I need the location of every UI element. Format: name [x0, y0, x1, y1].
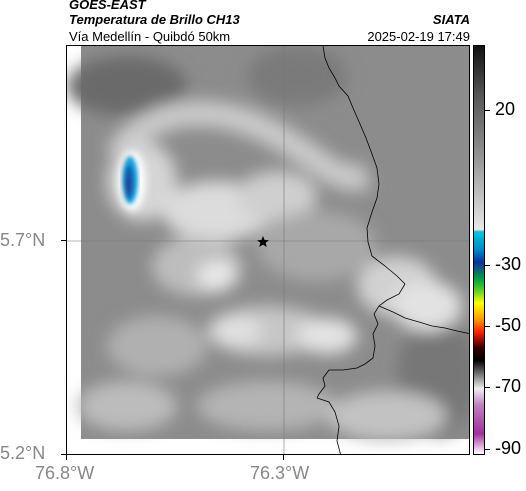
y-tick-label-1: 5.7°N [0, 230, 46, 250]
y-tick-label-2: 5.2°N [0, 443, 46, 463]
cbar-label-3: -50 [495, 315, 522, 335]
cbar-tick-5 [485, 449, 490, 450]
border-line-north [322, 46, 406, 285]
cbar-label-2: -30 [495, 254, 522, 274]
cbar-tick-4 [485, 387, 490, 388]
x-tick-mark-1 [66, 455, 67, 460]
cbar-tick-1 [485, 110, 490, 111]
cbar-label-5: -90 [495, 438, 522, 458]
nodata-bottom [67, 439, 469, 454]
cbar-label-1: 20 [495, 99, 516, 119]
border-line-south [316, 283, 406, 399]
product-title: Temperatura de Brillo CH13 [69, 12, 240, 27]
star-icon [257, 236, 269, 247]
cloud-field [67, 46, 469, 441]
border-line-southeast [316, 397, 341, 454]
y-tick-mark-1 [61, 240, 66, 241]
x-tick-label-1: 76.8°W [35, 463, 95, 483]
x-tick-mark-2 [283, 455, 284, 460]
cbar-tick-3 [485, 326, 490, 327]
satellite-title: GOES-EAST [69, 0, 146, 12]
datetime-label: 2025-02-19 17:49 [367, 29, 470, 44]
cbar-tick-2 [485, 265, 490, 266]
satellite-image [67, 46, 469, 454]
cbar-label-4: -70 [495, 376, 522, 396]
colorbar [473, 45, 485, 455]
nodata-left [67, 46, 81, 454]
region-subtitle: Vía Medellín - Quibdó 50km [69, 29, 231, 44]
border-line-east [378, 305, 469, 334]
map-panel [66, 45, 470, 455]
y-tick-mark-2 [61, 454, 66, 455]
brand-label: SIATA [432, 12, 470, 27]
x-tick-label-2: 76.3°W [250, 463, 310, 483]
